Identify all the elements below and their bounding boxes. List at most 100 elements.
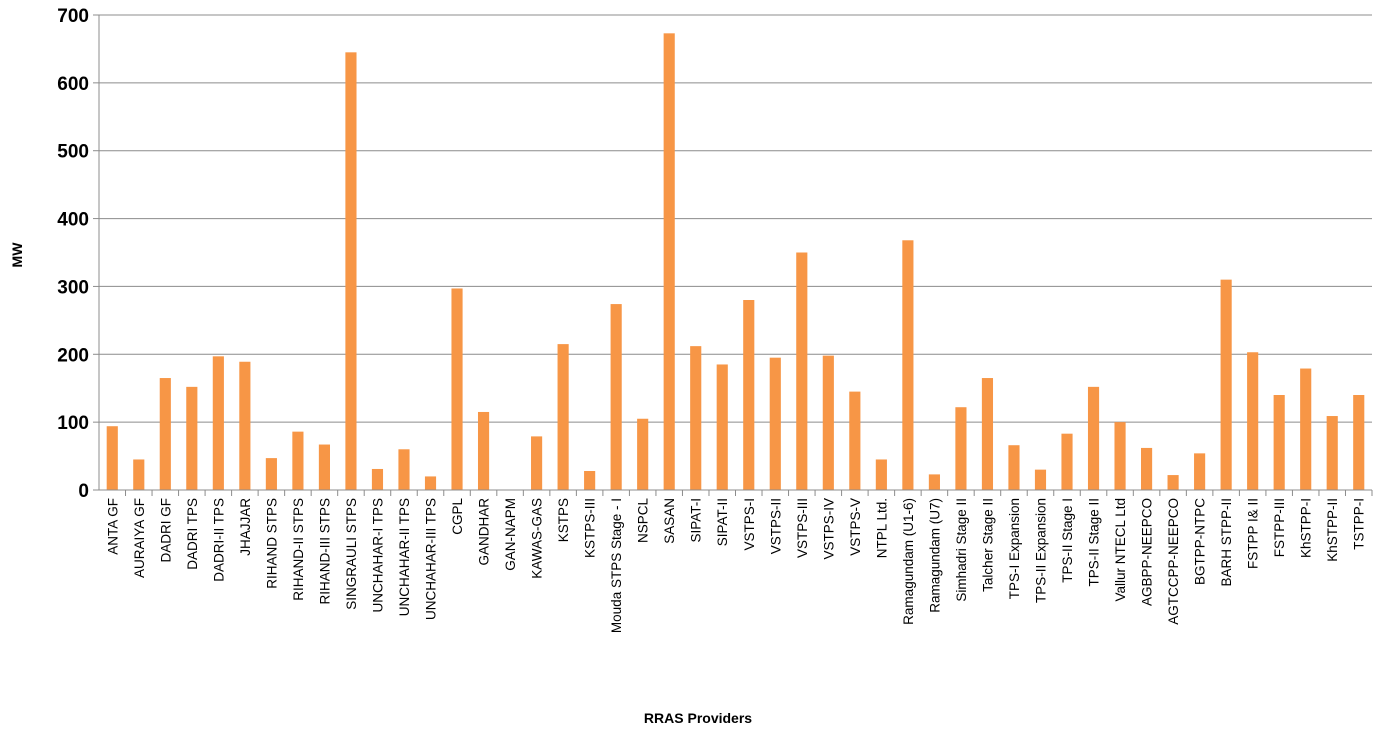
x-tick-label: AGBPP-NEEPCO <box>1140 498 1155 606</box>
bar <box>637 418 649 490</box>
bar <box>690 346 702 490</box>
bar <box>1034 469 1047 490</box>
x-tick-label: ANTA GF <box>105 498 120 555</box>
bar <box>159 378 171 490</box>
y-tick-label: 400 <box>57 210 89 231</box>
axes <box>98 15 1373 496</box>
bar <box>743 300 755 490</box>
x-tick-label: BARH STPP-II <box>1219 498 1234 587</box>
bar <box>239 361 251 490</box>
gridlines <box>93 14 1372 491</box>
x-tick-label: GAN-NAPM <box>503 498 518 571</box>
bar <box>186 386 198 490</box>
bar <box>902 240 914 490</box>
bar <box>371 468 384 490</box>
bar <box>451 288 463 490</box>
bar <box>292 431 304 490</box>
x-tick-label: Simhadri Stage II <box>954 498 969 602</box>
x-tick-label: SIPAT-I <box>689 498 704 543</box>
x-tick-label: RIHAND-III STPS <box>317 498 332 605</box>
bar <box>796 252 808 490</box>
bar <box>1220 279 1232 490</box>
x-tick-label: Ramagundam (U7) <box>927 498 942 613</box>
x-tick-label: JHAJJAR <box>238 498 253 556</box>
x-tick-label: GANDHAR <box>477 498 492 566</box>
bar <box>955 407 967 490</box>
x-tick-label: FSTPP-III <box>1272 498 1287 557</box>
y-tick-label: 0 <box>78 481 89 502</box>
x-tick-label: KAWAS-GAS <box>530 498 545 579</box>
bar <box>1141 447 1153 490</box>
x-tick-label: DADRI-II TPS <box>211 498 226 582</box>
x-tick-label: VSTPS-V <box>848 498 863 556</box>
bar <box>849 391 861 490</box>
bar <box>265 458 277 490</box>
x-tick-label: KhSTPP-I <box>1299 498 1314 558</box>
x-tick-label: TPS-I Expansion <box>1007 498 1022 599</box>
bar <box>663 33 675 490</box>
bar <box>981 378 994 490</box>
bar <box>1087 386 1100 490</box>
x-tick-label: Mouda STPS Stage - I <box>609 498 624 633</box>
x-tick-label: KhSTPP-II <box>1325 498 1340 562</box>
bar <box>610 304 622 490</box>
bar <box>1273 395 1285 490</box>
bar <box>584 471 596 490</box>
bar <box>212 356 224 490</box>
x-axis-title: RRAS Providers <box>644 710 752 726</box>
bar <box>106 426 118 490</box>
x-tick-label: TPS-II Expansion <box>1033 498 1048 603</box>
x-tick-label: TPS-II Stage II <box>1087 498 1102 587</box>
x-tick-label: SASAN <box>662 498 677 544</box>
bar <box>398 449 410 490</box>
x-tick-label: VSTPS-IV <box>821 498 836 560</box>
bar <box>1326 416 1338 490</box>
bar <box>928 474 940 490</box>
x-tick-label: NTPL Ltd. <box>874 498 889 558</box>
x-tick-label: UNCHAHAR-II TPS <box>397 498 412 616</box>
bar <box>1167 475 1179 490</box>
x-tick-label: KSTPS-III <box>583 498 598 558</box>
bar <box>875 459 887 490</box>
x-tick-label: NSPCL <box>636 498 651 544</box>
y-tick-label: 700 <box>57 6 89 27</box>
bar <box>1247 352 1259 490</box>
y-tick-label: 500 <box>57 142 89 163</box>
bar <box>1008 445 1020 490</box>
x-tick-label: TPS-II Stage I <box>1060 498 1075 583</box>
x-tick-label: Vallur NTECL Ltd <box>1113 498 1128 602</box>
x-tick-label: DADRI TPS <box>185 498 200 570</box>
bar <box>557 344 569 490</box>
x-tick-labels: ANTA GF AURAIYA GF DADRI GF DADRI TPS DADRI-… <box>105 498 1366 634</box>
x-tick-label: VSTPS-I <box>742 498 757 551</box>
x-tick-label: AURAIYA GF <box>132 498 147 578</box>
bar <box>1194 453 1206 490</box>
bar <box>477 411 490 490</box>
y-tick-label: 200 <box>57 345 89 366</box>
y-tick-label: 600 <box>57 74 89 95</box>
x-tick-label: UNCHAHAR-III TPS <box>424 498 439 620</box>
x-tick-label: CGPL <box>450 498 465 535</box>
x-tick-label: AGTCCPP-NEEPCO <box>1166 498 1181 625</box>
y-tick-label: 300 <box>57 277 89 298</box>
y-axis-title: MW <box>9 242 25 268</box>
bar <box>424 476 437 490</box>
x-tick-label: TSTPP-I <box>1352 498 1367 550</box>
bar <box>531 436 543 490</box>
bar <box>1353 395 1365 490</box>
bar <box>318 444 330 490</box>
x-tick-label: RIHAND-II STPS <box>291 498 306 601</box>
bar <box>133 459 145 490</box>
bars <box>106 33 1365 490</box>
y-tick-labels: 0 100 200 300 400 500 600 700 <box>57 6 89 502</box>
x-tick-label: KSTPS <box>556 498 571 542</box>
bar <box>345 52 357 490</box>
x-tick-label: FSTPP I& II <box>1246 498 1261 569</box>
x-tick-label: SIPAT-II <box>715 498 730 546</box>
bar <box>1300 368 1312 490</box>
x-tick-label: RIHAND STPS <box>264 498 279 589</box>
x-tick-label: Ramagundam (U1-6) <box>901 498 916 625</box>
x-tick-label: VSTPS-II <box>768 498 783 554</box>
x-tick-label: BGTPP-NTPC <box>1193 498 1208 585</box>
